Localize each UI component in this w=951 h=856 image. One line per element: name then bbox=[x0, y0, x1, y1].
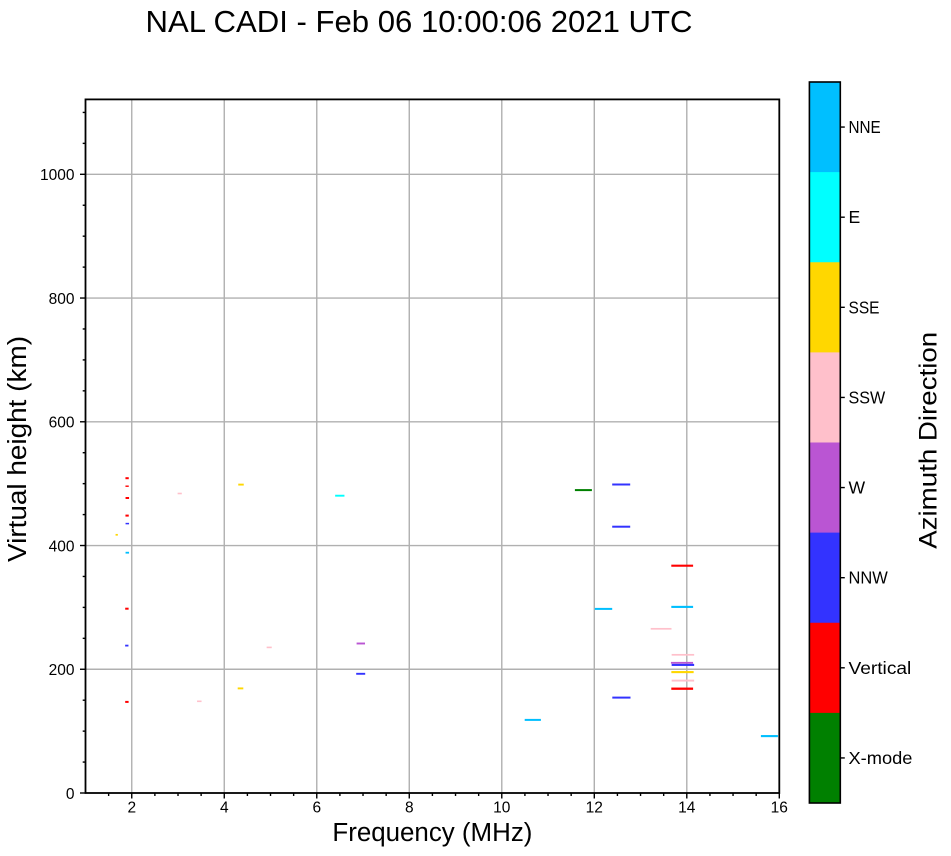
svg-text:12: 12 bbox=[586, 799, 603, 816]
svg-text:NNE: NNE bbox=[849, 117, 881, 137]
svg-text:8: 8 bbox=[405, 799, 414, 816]
svg-text:W: W bbox=[849, 478, 866, 498]
svg-text:400: 400 bbox=[49, 538, 75, 555]
svg-text:14: 14 bbox=[678, 799, 696, 816]
svg-text:2: 2 bbox=[127, 799, 136, 816]
svg-text:Azimuth Direction: Azimuth Direction bbox=[915, 332, 943, 549]
svg-text:Virtual height (km): Virtual height (km) bbox=[2, 336, 32, 562]
svg-text:Vertical: Vertical bbox=[849, 658, 912, 678]
svg-text:NAL CADI - Feb 06 10:00:06 202: NAL CADI - Feb 06 10:00:06 2021 UTC bbox=[146, 4, 693, 39]
svg-text:NNW: NNW bbox=[849, 568, 889, 588]
svg-text:200: 200 bbox=[49, 662, 75, 679]
svg-text:0: 0 bbox=[66, 786, 75, 803]
svg-text:SSE: SSE bbox=[849, 297, 880, 317]
svg-text:4: 4 bbox=[220, 799, 229, 816]
svg-text:600: 600 bbox=[49, 415, 75, 432]
svg-text:1000: 1000 bbox=[40, 167, 75, 184]
svg-text:800: 800 bbox=[49, 291, 75, 308]
svg-text:16: 16 bbox=[771, 799, 788, 816]
svg-text:6: 6 bbox=[312, 799, 321, 816]
svg-text:E: E bbox=[849, 207, 861, 227]
svg-text:10: 10 bbox=[493, 799, 511, 816]
svg-text:SSW: SSW bbox=[849, 387, 886, 407]
svg-text:X-mode: X-mode bbox=[849, 748, 913, 768]
svg-text:Frequency (MHz): Frequency (MHz) bbox=[332, 817, 532, 847]
